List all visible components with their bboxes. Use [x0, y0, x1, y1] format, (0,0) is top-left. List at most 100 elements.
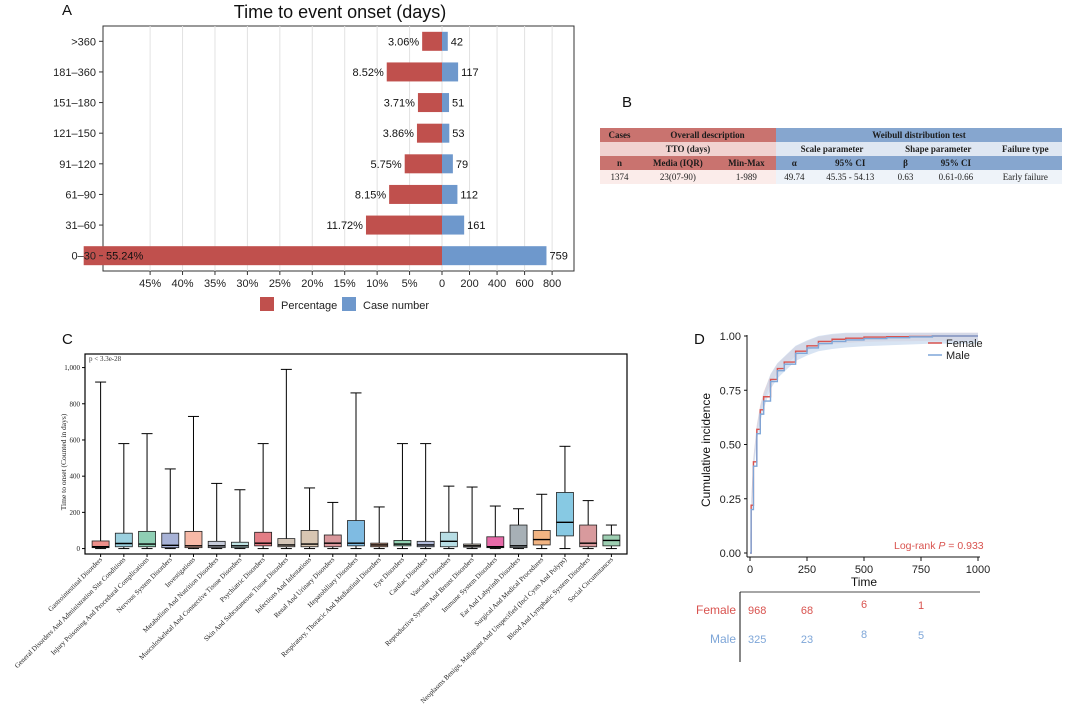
box-6 — [231, 541, 249, 549]
c-y-tick-label-0: 0 — [77, 545, 81, 553]
bar-case-number-6 — [442, 62, 459, 82]
y-tick-label-2: 61–90 — [65, 189, 96, 201]
box-4 — [184, 530, 203, 549]
boxplot-group-1 — [114, 443, 133, 550]
x-tick-label-right-1: 400 — [488, 278, 506, 290]
c-x-tick-label-15: Vascular Disorders — [409, 556, 452, 599]
boxplot-group-18 — [509, 508, 528, 550]
x-tick-label-left-4: 25% — [269, 278, 291, 290]
risk-label-female: Female — [696, 603, 736, 617]
box-8 — [277, 538, 296, 548]
th-failure-type: Failure type — [988, 142, 1062, 156]
legend-swatch-percentage — [260, 297, 274, 311]
box-18 — [509, 524, 528, 549]
boxplot-group-3 — [161, 468, 180, 550]
x-tick-label-left-8: 5% — [402, 278, 418, 290]
d-y-tick-label-1: 0.25 — [720, 494, 741, 506]
y-tick-label-7: >360 — [71, 36, 96, 48]
chart-d-xlabel: Time — [851, 575, 878, 589]
d-y-tick-label-4: 1.00 — [720, 331, 741, 343]
chart-c-ylabel: Time to onset (Counted in days) — [59, 413, 68, 510]
box-0 — [91, 540, 110, 549]
boxplot-group-4 — [184, 415, 203, 550]
th-scale: Scale parameter — [776, 142, 888, 156]
box-11 — [347, 520, 365, 547]
x-tick-label-right-3: 800 — [543, 278, 561, 290]
panel-c-label: C — [62, 331, 73, 348]
curve-male — [750, 335, 978, 554]
box-9 — [300, 530, 319, 548]
bar-percentage-4 — [416, 123, 442, 143]
bar-case-number-7 — [442, 31, 448, 51]
boxplot-group-21 — [579, 500, 598, 550]
x-tick-label-left-5: 20% — [301, 278, 323, 290]
x-tick-label-left-1: 40% — [172, 278, 194, 290]
c-y-tick-label-1: 200 — [70, 509, 81, 517]
th-empty — [988, 156, 1062, 170]
d-x-tick-label-2: 500 — [855, 564, 873, 576]
risk-value-male-3: 5 — [918, 630, 924, 642]
panel-b-label: B — [622, 94, 633, 111]
data-label-percentage-3: 5.75% — [370, 159, 401, 171]
boxplot-group-6 — [231, 489, 249, 550]
chart-a-plot-frame — [102, 25, 575, 272]
th-media-iqr: Media (IQR) — [639, 156, 717, 170]
th-tto: TTO (days) — [600, 142, 777, 156]
risk-value-female-2: 6 — [861, 599, 867, 611]
x-tick-label-right-2: 600 — [515, 278, 533, 290]
cell-ci-shape: 0.61-0.66 — [923, 170, 989, 184]
legend-label-percentage: Percentage — [281, 300, 337, 312]
boxplot-group-12 — [370, 506, 389, 550]
cell-failure-type: Early failure — [988, 170, 1062, 184]
boxplot-group-0 — [91, 381, 110, 550]
y-tick-label-6: 181–360 — [53, 67, 96, 79]
cell-min-max: 1-989 — [716, 170, 777, 184]
boxplot-group-22 — [602, 524, 621, 550]
box-2 — [138, 530, 156, 548]
boxplot-group-2 — [138, 433, 156, 550]
c-x-tick-label-22: Social Circumstances — [566, 556, 615, 605]
boxplot-group-7 — [254, 443, 273, 550]
data-label-case-number-6: 117 — [461, 67, 479, 79]
legend-swatch-case-number — [342, 297, 356, 311]
box-10 — [323, 534, 342, 548]
data-label-case-number-2: 112 — [460, 189, 478, 201]
y-tick-label-3: 91–120 — [59, 159, 96, 171]
c-y-tick-label-4: 800 — [70, 400, 81, 408]
x-tick-label-left-0: 45% — [139, 278, 161, 290]
y-tick-label-1: 31–60 — [65, 220, 96, 232]
x-tick-label-left-9: 0 — [439, 278, 445, 290]
th-min-max: Min-Max — [716, 156, 777, 170]
bar-case-number-1 — [442, 215, 465, 235]
data-label-percentage-4: 3.86% — [383, 128, 414, 140]
cell-alpha: 49.74 — [776, 170, 813, 184]
boxplot-group-20 — [556, 445, 574, 550]
boxplot-group-19 — [532, 493, 551, 550]
c-y-tick-label-3: 600 — [70, 436, 81, 444]
bar-percentage-7 — [422, 31, 442, 51]
bar-case-number-4 — [442, 123, 450, 143]
data-label-percentage-7: 3.06% — [388, 36, 419, 48]
risk-label-male: Male — [710, 632, 736, 646]
th-cases: Cases — [600, 128, 640, 142]
log-rank-annotation: Log-rank P = 0.933 — [894, 540, 984, 552]
th-ci-shape: 95% CI — [923, 156, 989, 170]
boxplot-group-15 — [439, 485, 458, 550]
data-label-percentage-0: 55.24% — [106, 251, 144, 263]
panel-d-label: D — [694, 331, 705, 348]
risk-value-female-3: 1 — [918, 600, 924, 612]
bar-percentage-6 — [386, 62, 442, 82]
data-label-case-number-7: 42 — [451, 36, 463, 48]
th-n: n — [600, 156, 640, 170]
bar-percentage-0 — [83, 246, 442, 266]
data-label-percentage-1: 11.72% — [326, 220, 363, 232]
c-x-tick-label-1: General Disorders And Administration Sit… — [13, 556, 127, 670]
boxplot-group-11 — [347, 392, 365, 550]
chart-a-legend: Percentage Case number — [260, 297, 429, 312]
box-13 — [393, 540, 412, 547]
th-alpha: α — [776, 156, 813, 170]
panel-a-label: A — [62, 2, 73, 19]
boxplot-group-8 — [277, 368, 296, 550]
chart-c-annotation: p < 3.3e-28 — [89, 355, 122, 363]
c-x-tick-label-2: Injury Poisoning And Procedural Complica… — [49, 556, 150, 657]
